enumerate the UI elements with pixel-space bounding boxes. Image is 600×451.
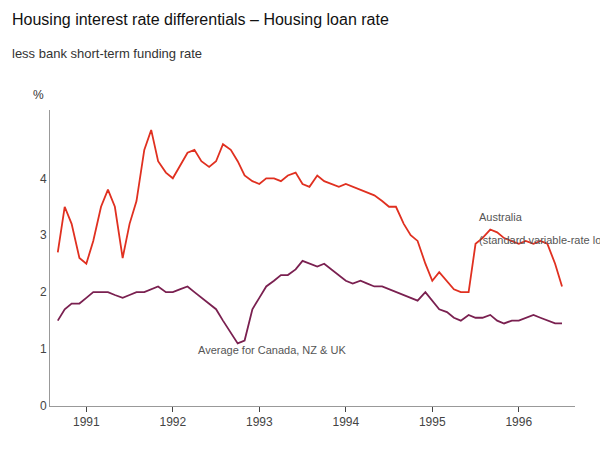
svg-text:%: % [33, 88, 44, 102]
svg-text:1: 1 [40, 342, 47, 356]
svg-text:4: 4 [40, 172, 47, 186]
svg-text:0: 0 [40, 399, 47, 413]
svg-text:(standard variable-rate loan): (standard variable-rate loan) [479, 234, 600, 246]
svg-text:Housing interest rate differen: Housing interest rate differentials – Ho… [12, 11, 389, 28]
svg-text:1995: 1995 [419, 415, 446, 429]
svg-text:1993: 1993 [246, 415, 273, 429]
svg-text:Average for Canada, NZ & UK: Average for Canada, NZ & UK [198, 344, 346, 356]
svg-text:1994: 1994 [332, 415, 359, 429]
svg-text:less bank short-term funding r: less bank short-term funding rate [12, 46, 202, 61]
svg-text:Australia: Australia [479, 211, 523, 223]
svg-text:3: 3 [40, 228, 47, 242]
svg-text:1992: 1992 [159, 415, 186, 429]
svg-text:2: 2 [40, 285, 47, 299]
svg-text:1991: 1991 [73, 415, 100, 429]
svg-text:1996: 1996 [505, 415, 532, 429]
